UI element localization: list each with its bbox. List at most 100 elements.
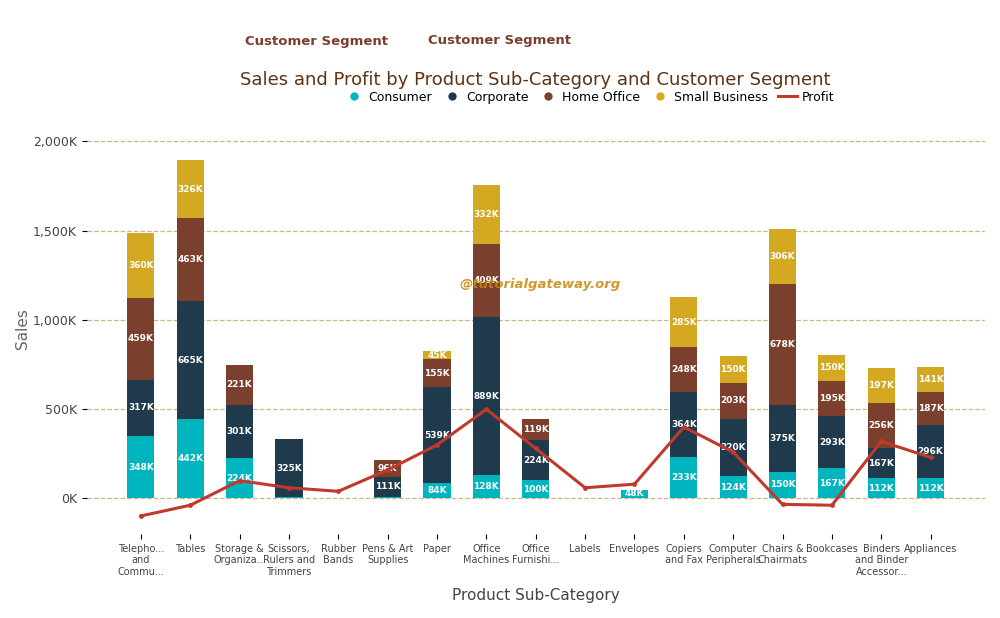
Text: 111K: 111K	[375, 483, 401, 491]
Profit	[234, 477, 246, 485]
Bar	[127, 298, 154, 379]
Bar	[917, 367, 944, 392]
Bar	[177, 420, 204, 498]
Text: 665K: 665K	[177, 355, 203, 365]
Text: 155K: 155K	[424, 369, 450, 378]
Text: 45K: 45K	[427, 351, 447, 360]
Text: 150K: 150K	[770, 480, 795, 489]
Profit	[579, 484, 591, 491]
Profit	[480, 405, 492, 413]
Bar	[473, 185, 500, 243]
Text: 409K: 409K	[473, 276, 499, 285]
Text: 889K: 889K	[473, 392, 499, 400]
Text: 233K: 233K	[671, 473, 697, 482]
Text: 224K: 224K	[523, 456, 549, 465]
Bar	[769, 284, 796, 405]
Bar	[818, 355, 845, 381]
Bar	[473, 475, 500, 498]
Text: 203K: 203K	[720, 396, 746, 405]
Bar	[374, 460, 401, 477]
Text: 112K: 112K	[918, 484, 943, 493]
Bar	[670, 457, 697, 498]
Text: 119K: 119K	[523, 425, 549, 434]
Text: @tutorialgateway.org: @tutorialgateway.org	[459, 277, 621, 290]
Text: Customer Segment: Customer Segment	[428, 33, 572, 47]
Text: 301K: 301K	[227, 427, 252, 436]
Text: 375K: 375K	[770, 434, 795, 442]
Bar	[374, 477, 401, 497]
Bar	[226, 405, 253, 459]
Text: 112K: 112K	[868, 484, 894, 493]
Title: Sales and Profit by Product Sub-Category and Customer Segment: Sales and Profit by Product Sub-Category…	[240, 70, 831, 88]
Text: 442K: 442K	[177, 454, 203, 464]
Bar	[917, 478, 944, 498]
Text: 150K: 150K	[819, 363, 845, 373]
Bar	[177, 218, 204, 301]
Bar	[818, 468, 845, 498]
Profit	[184, 502, 196, 509]
Bar	[769, 472, 796, 498]
Profit	[283, 484, 295, 491]
Text: 167K: 167K	[868, 459, 894, 468]
Bar	[720, 383, 747, 419]
Bar	[720, 419, 747, 476]
Bar	[868, 449, 895, 478]
Bar	[423, 360, 451, 387]
Bar	[818, 381, 845, 416]
Bar	[720, 356, 747, 383]
Bar	[275, 439, 303, 497]
Profit	[875, 438, 887, 445]
Bar	[818, 416, 845, 468]
Text: 317K: 317K	[128, 404, 154, 412]
Text: 326K: 326K	[177, 185, 203, 193]
Bar	[473, 243, 500, 317]
Bar	[720, 476, 747, 498]
Text: 678K: 678K	[770, 339, 795, 349]
Profit	[826, 502, 838, 509]
Text: 364K: 364K	[671, 420, 697, 429]
Text: 224K: 224K	[227, 474, 253, 483]
Text: 539K: 539K	[424, 431, 450, 439]
Bar	[423, 352, 451, 360]
Text: 48K: 48K	[625, 489, 644, 499]
Profit	[925, 454, 937, 461]
Bar	[917, 425, 944, 478]
Bar	[127, 379, 154, 436]
Bar	[670, 347, 697, 392]
Bar	[423, 387, 451, 483]
Text: 459K: 459K	[128, 334, 154, 343]
Text: Customer Segment: Customer Segment	[245, 35, 388, 48]
Text: 332K: 332K	[474, 210, 499, 219]
Text: 256K: 256K	[868, 421, 894, 430]
Bar	[670, 392, 697, 457]
Bar	[127, 436, 154, 498]
Text: 141K: 141K	[918, 375, 944, 384]
Bar	[127, 234, 154, 298]
Profit	[628, 480, 640, 488]
Bar	[769, 405, 796, 472]
Bar	[917, 392, 944, 425]
Text: 100K: 100K	[523, 485, 548, 494]
Bar	[670, 297, 697, 347]
Bar	[522, 441, 549, 480]
Profit	[135, 512, 147, 520]
Bar	[621, 489, 648, 498]
Text: 84K: 84K	[427, 486, 447, 495]
Text: 293K: 293K	[819, 438, 845, 447]
Bar	[868, 403, 895, 449]
Bar	[868, 368, 895, 403]
Text: 124K: 124K	[720, 483, 746, 492]
Text: 360K: 360K	[128, 261, 154, 270]
Text: 320K: 320K	[720, 443, 746, 452]
Text: 248K: 248K	[671, 365, 697, 374]
Bar	[275, 497, 303, 498]
Bar	[226, 365, 253, 405]
Bar	[522, 419, 549, 441]
Bar	[769, 229, 796, 284]
Profit	[530, 445, 542, 452]
Bar	[473, 317, 500, 475]
Text: 96K: 96K	[378, 464, 397, 473]
Text: 167K: 167K	[819, 479, 845, 488]
Profit	[431, 441, 443, 449]
Text: 463K: 463K	[177, 255, 203, 264]
